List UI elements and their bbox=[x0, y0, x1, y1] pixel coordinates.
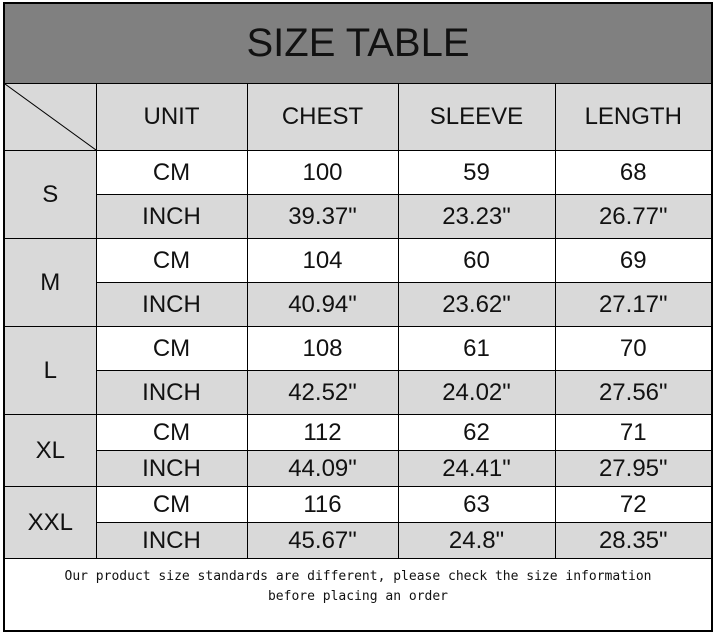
length-cell: 68 bbox=[554, 150, 711, 195]
chest-cell: 44.09" bbox=[246, 450, 399, 487]
chest-cell: 39.37" bbox=[246, 194, 399, 239]
length-cell: 72 bbox=[554, 486, 711, 523]
unit-cell: CM bbox=[95, 238, 248, 283]
size-label: XL bbox=[5, 414, 97, 487]
table-title: SIZE TABLE bbox=[5, 4, 711, 84]
length-cell: 71 bbox=[554, 414, 711, 451]
length-cell: 27.56" bbox=[554, 370, 711, 415]
note-line-2: before placing an order bbox=[267, 589, 448, 604]
sleeve-cell: 59 bbox=[397, 150, 556, 195]
length-cell: 26.77" bbox=[554, 194, 711, 239]
size-label: M bbox=[5, 238, 97, 327]
table-row-xxl-inch: INCH 45.67" 24.8" 28.35" bbox=[5, 522, 711, 559]
table-row-s-inch: INCH 39.37" 23.23" 26.77" bbox=[5, 194, 711, 239]
sleeve-cell: 24.41" bbox=[397, 450, 556, 487]
diagonal-line bbox=[5, 84, 96, 150]
unit-cell: CM bbox=[95, 326, 248, 371]
chest-cell: 45.67" bbox=[246, 522, 399, 559]
chest-cell: 112 bbox=[246, 414, 399, 451]
unit-cell: INCH bbox=[96, 282, 248, 327]
length-cell: 27.17" bbox=[554, 282, 711, 327]
table-row-m-inch: INCH 40.94" 23.62" 27.17" bbox=[5, 282, 711, 327]
table-row-s-cm: S CM 100 59 68 bbox=[5, 150, 711, 239]
unit-cell: INCH bbox=[96, 370, 248, 415]
chest-cell: 100 bbox=[246, 150, 399, 195]
size-table-document: SIZE TABLE UNIT CHEST SLEEVE LENGTH S CM 1… bbox=[3, 2, 713, 632]
header-unit: UNIT bbox=[95, 84, 248, 151]
header-row: UNIT CHEST SLEEVE LENGTH bbox=[5, 84, 711, 151]
unit-cell: CM bbox=[95, 486, 248, 523]
chest-cell: 40.94" bbox=[246, 282, 399, 327]
sleeve-cell: 24.8" bbox=[397, 522, 556, 559]
length-cell: 28.35" bbox=[554, 522, 711, 559]
size-label: XXL bbox=[5, 486, 97, 559]
length-cell: 70 bbox=[554, 326, 711, 371]
chest-cell: 104 bbox=[246, 238, 399, 283]
header-sleeve: SLEEVE bbox=[397, 84, 556, 151]
chest-cell: 42.52" bbox=[246, 370, 399, 415]
unit-cell: CM bbox=[95, 414, 248, 451]
chest-cell: 108 bbox=[246, 326, 399, 371]
sleeve-cell: 61 bbox=[397, 326, 556, 371]
size-label: L bbox=[5, 326, 97, 415]
unit-cell: CM bbox=[95, 150, 248, 195]
size-note: Our product size standards are different… bbox=[5, 559, 711, 629]
table-row-xl-inch: INCH 44.09" 24.41" 27.95" bbox=[5, 450, 711, 487]
sleeve-cell: 63 bbox=[397, 486, 556, 523]
sleeve-cell: 23.62" bbox=[397, 282, 556, 327]
table-row-m-cm: M CM 104 60 69 bbox=[5, 238, 711, 327]
sleeve-cell: 60 bbox=[397, 238, 556, 283]
table-row-xxl-cm: XXL CM 116 63 72 bbox=[5, 486, 711, 559]
size-table: UNIT CHEST SLEEVE LENGTH S CM 100 59 68 INCH 3… bbox=[5, 84, 711, 559]
note-line-1: Our product size standards are different… bbox=[64, 569, 652, 584]
table-row-l-inch: INCH 42.52" 24.02" 27.56" bbox=[5, 370, 711, 415]
size-label: S bbox=[5, 150, 97, 239]
table-row-xl-cm: XL CM 112 62 71 bbox=[5, 414, 711, 487]
length-cell: 69 bbox=[554, 238, 711, 283]
table-row-l-cm: L CM 108 61 70 bbox=[5, 326, 711, 415]
unit-cell: INCH bbox=[96, 450, 248, 487]
sleeve-cell: 24.02" bbox=[397, 370, 556, 415]
chest-cell: 116 bbox=[246, 486, 399, 523]
length-cell: 27.95" bbox=[554, 450, 711, 487]
unit-cell: INCH bbox=[96, 194, 248, 239]
unit-cell: INCH bbox=[96, 522, 248, 559]
corner-cell bbox=[5, 84, 97, 151]
sleeve-cell: 62 bbox=[397, 414, 556, 451]
header-length: LENGTH bbox=[554, 84, 711, 151]
sleeve-cell: 23.23" bbox=[397, 194, 556, 239]
header-chest: CHEST bbox=[246, 84, 399, 151]
